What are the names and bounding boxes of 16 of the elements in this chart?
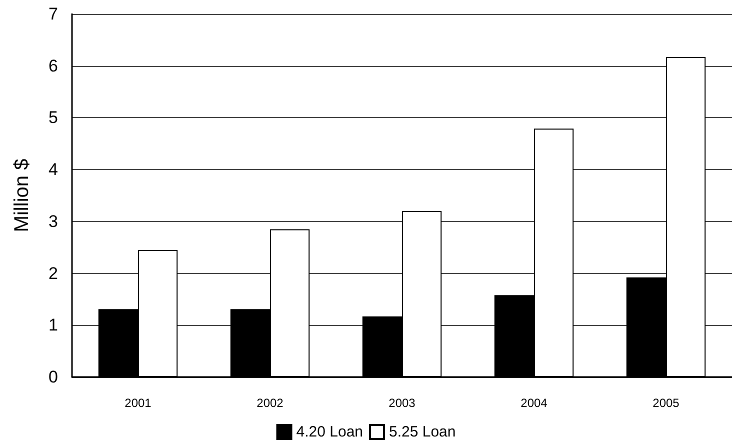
x-tick-label: 2005 xyxy=(652,396,680,410)
y-axis-title: Million $ xyxy=(11,158,33,232)
y-tick-label: 4 xyxy=(48,160,58,180)
x-tick-label: 2002 xyxy=(256,396,284,410)
legend-label: 4.20 Loan xyxy=(296,424,364,440)
y-tick-label: 6 xyxy=(48,56,58,76)
y-tick-label: 7 xyxy=(48,4,58,24)
y-tick-label: 5 xyxy=(48,108,58,128)
x-tick-label: 2001 xyxy=(124,396,152,410)
y-tick-label: 3 xyxy=(48,212,58,231)
y-tick-label: 2 xyxy=(48,264,58,283)
x-tick-label: 2004 xyxy=(520,396,548,410)
legend-label: 5.25 Loan xyxy=(389,424,456,440)
x-tick-label: 2003 xyxy=(388,396,416,410)
y-tick-label: 1 xyxy=(48,316,58,335)
y-tick-label: 0 xyxy=(48,368,58,386)
